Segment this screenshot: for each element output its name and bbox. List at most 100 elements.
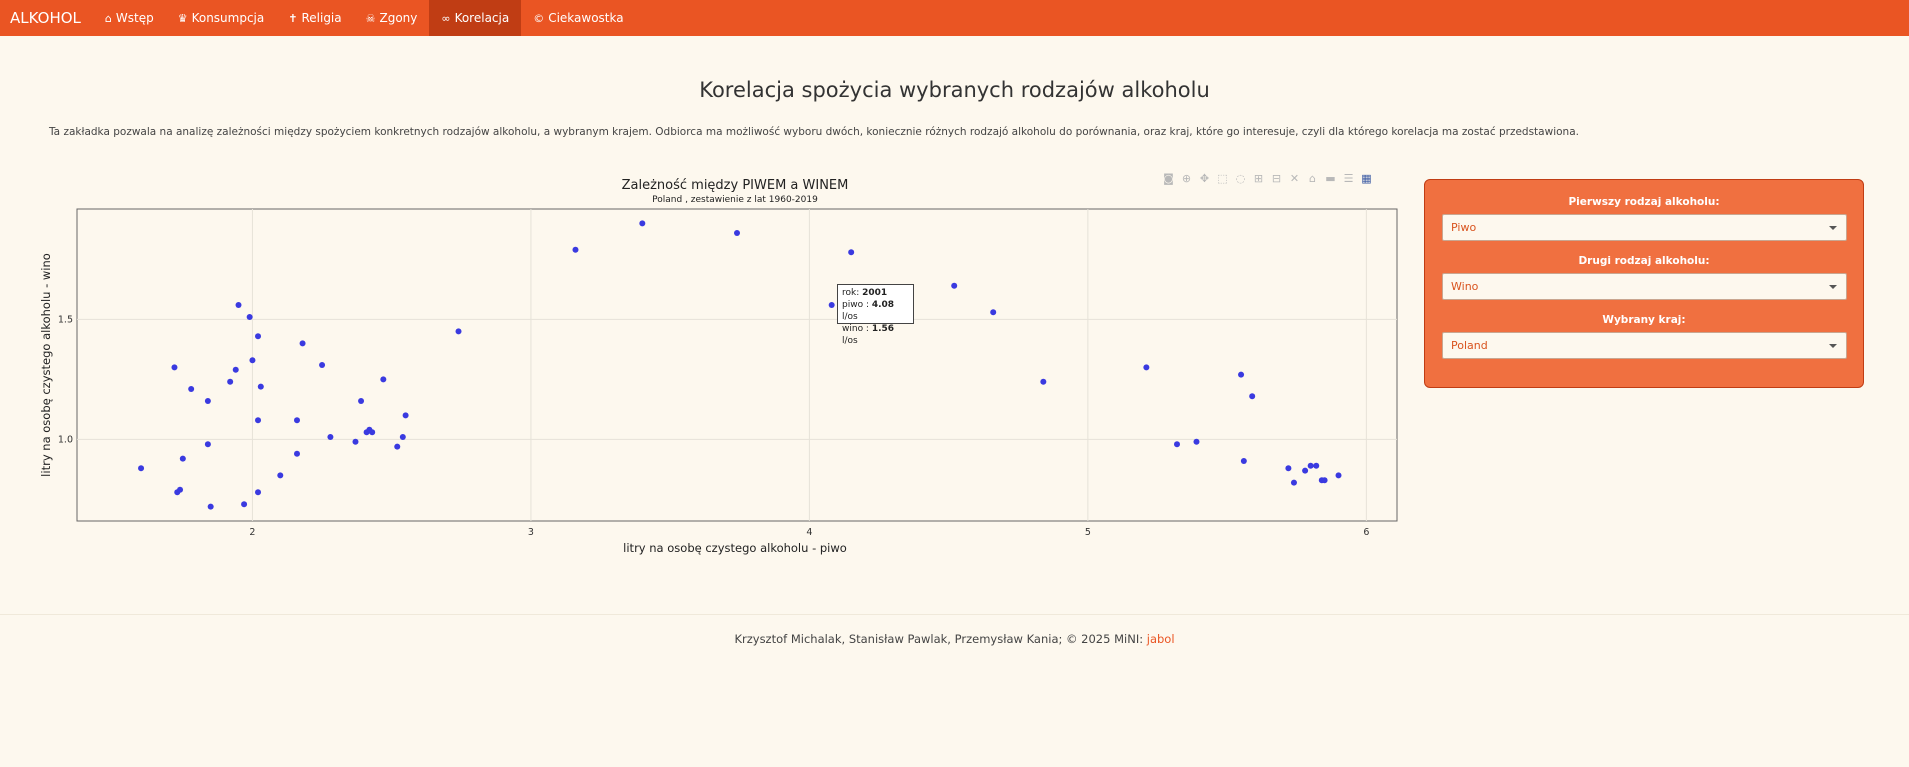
brand-logo[interactable]: ALKOHOL — [10, 9, 81, 27]
tooltip-value: 2001 — [862, 288, 888, 298]
nav-item-korelacja[interactable]: ∞ Korelacja — [429, 0, 522, 36]
scatter-point[interactable] — [380, 376, 387, 383]
scatter-point[interactable] — [294, 450, 300, 457]
nav-item-konsumpcja[interactable]: ♛ Konsumpcja — [166, 0, 277, 36]
x-tick-label: 4 — [806, 527, 812, 538]
zoom-in-icon[interactable]: ⊞ — [1253, 172, 1264, 185]
tooltip-value: 1.56 — [871, 324, 895, 334]
scatter-point[interactable] — [232, 366, 239, 373]
x-tick-label: 5 — [1085, 527, 1091, 538]
scatter-point[interactable] — [1240, 458, 1247, 464]
y-tick-label: 1.5 — [58, 314, 73, 325]
scatter-point[interactable] — [1321, 477, 1328, 484]
top-navbar: ALKOHOL ⌂ Wstęp ♛ Konsumpcja ✝ Religia ☠… — [0, 0, 1909, 36]
plotly-logo-icon[interactable]: ▦ — [1361, 172, 1372, 185]
page-title: Korelacja spożycia wybranych rodzajów al… — [699, 78, 1210, 102]
zoom-out-icon[interactable]: ⊟ — [1271, 172, 1282, 185]
scatter-point[interactable] — [1302, 467, 1309, 474]
scatter-point[interactable] — [639, 220, 646, 227]
second-alcohol-select[interactable]: Wino — [1442, 273, 1847, 300]
footer: Krzysztof Michalak, Stanisław Pawlak, Pr… — [0, 632, 1909, 646]
first-alcohol-select[interactable]: Piwo — [1442, 214, 1847, 241]
link-icon: ∞ — [441, 11, 451, 25]
scatter-point[interactable] — [734, 230, 740, 236]
tick-layer: 2 3 4 5 6 1.0 1.5 — [58, 314, 1369, 538]
nav-item-religia[interactable]: ✝ Religia — [276, 0, 353, 36]
tooltip-row-wino: wino : 1.56 l/os — [842, 323, 909, 347]
nav-item-ciekawostka[interactable]: © Ciekawostka — [521, 0, 635, 36]
scatter-point[interactable] — [207, 503, 214, 510]
scatter-point[interactable] — [951, 282, 958, 289]
scatter-point[interactable] — [255, 489, 262, 496]
home-icon: ⌂ — [104, 11, 112, 25]
nav-item-label: Religia — [301, 11, 342, 25]
nav-item-label: Zgony — [379, 11, 418, 25]
scatter-point[interactable] — [455, 328, 462, 335]
scatter-point[interactable] — [294, 417, 300, 424]
scatter-point[interactable] — [399, 434, 406, 440]
nav-item-wstep[interactable]: ⌂ Wstęp — [93, 0, 166, 36]
scatter-point[interactable] — [1249, 393, 1256, 400]
scatter-point[interactable] — [352, 438, 359, 445]
compare-hover-icon[interactable]: ☰ — [1343, 172, 1354, 185]
chevron-down-icon — [1829, 226, 1837, 230]
chevron-down-icon — [1829, 285, 1837, 289]
scatter-point[interactable] — [249, 357, 256, 364]
scatter-point[interactable] — [1193, 438, 1200, 445]
chart-modebar: ◙ ⊕ ✥ ⬚ ◌ ⊞ ⊟ ✕ ⌂ ▬ ☰ ▦ — [1162, 172, 1373, 185]
scatter-point[interactable] — [204, 398, 211, 404]
scatter-point[interactable] — [277, 472, 284, 479]
y-axis-label: litry na osobę czystego alkoholu - wino — [39, 253, 53, 477]
scatter-point[interactable] — [358, 398, 365, 404]
scatter-point[interactable] — [204, 441, 211, 448]
scatter-point[interactable] — [1290, 479, 1297, 486]
scatter-point[interactable] — [241, 501, 248, 508]
lasso-icon[interactable]: ◌ — [1235, 172, 1246, 185]
zoom-icon[interactable]: ⊕ — [1181, 172, 1192, 185]
scatter-point[interactable] — [990, 309, 997, 316]
nav-item-label: Ciekawostka — [548, 11, 624, 25]
scatter-point[interactable] — [299, 340, 306, 347]
scatter-point[interactable] — [179, 455, 186, 462]
scatter-point[interactable] — [255, 417, 262, 424]
nav-item-zgony[interactable]: ☠ Zgony — [354, 0, 430, 36]
nav-item-label: Wstęp — [115, 11, 154, 25]
scatter-point[interactable] — [227, 378, 234, 385]
scatter-point[interactable] — [1335, 472, 1342, 479]
camera-icon[interactable]: ◙ — [1163, 172, 1174, 185]
scatter-point[interactable] — [138, 465, 145, 472]
scatter-point[interactable] — [177, 486, 184, 493]
scatter-point[interactable] — [171, 364, 178, 371]
scatter-point[interactable] — [188, 386, 195, 392]
footer-link[interactable]: jabol — [1146, 632, 1175, 646]
scatter-point[interactable] — [1040, 378, 1047, 385]
scatter-point[interactable] — [1238, 371, 1245, 378]
box-select-icon[interactable]: ⬚ — [1217, 172, 1228, 185]
autoscale-icon[interactable]: ✕ — [1289, 172, 1300, 185]
scatter-point[interactable] — [327, 434, 334, 440]
scatter-point[interactable] — [369, 429, 376, 436]
tooltip-label: piwo : — [842, 300, 869, 310]
scatter-point[interactable] — [1285, 465, 1292, 472]
scatter-point[interactable] — [1307, 462, 1314, 469]
scatter-point[interactable] — [1174, 441, 1180, 448]
scatter-point[interactable] — [319, 362, 326, 368]
spike-lines-icon[interactable]: ▬ — [1325, 172, 1336, 185]
scatter-point[interactable] — [255, 333, 262, 340]
tooltip-unit: l/os — [842, 336, 858, 346]
scatter-point[interactable] — [402, 412, 409, 419]
second-alcohol-label: Drugi rodzaj alkoholu: — [1578, 255, 1710, 267]
scatter-point[interactable] — [1143, 364, 1150, 371]
reset-axes-icon[interactable]: ⌂ — [1309, 172, 1316, 185]
tooltip-value: 4.08 — [871, 300, 895, 310]
scatter-point[interactable] — [1313, 462, 1320, 469]
pan-icon[interactable]: ✥ — [1199, 172, 1210, 185]
scatter-point[interactable] — [828, 302, 835, 308]
scatter-point[interactable] — [848, 249, 855, 256]
scatter-point[interactable] — [246, 314, 253, 320]
scatter-point[interactable] — [572, 246, 579, 253]
scatter-point[interactable] — [257, 383, 264, 390]
country-select[interactable]: Poland — [1442, 332, 1847, 359]
scatter-point[interactable] — [394, 443, 401, 450]
scatter-point[interactable] — [235, 302, 242, 308]
